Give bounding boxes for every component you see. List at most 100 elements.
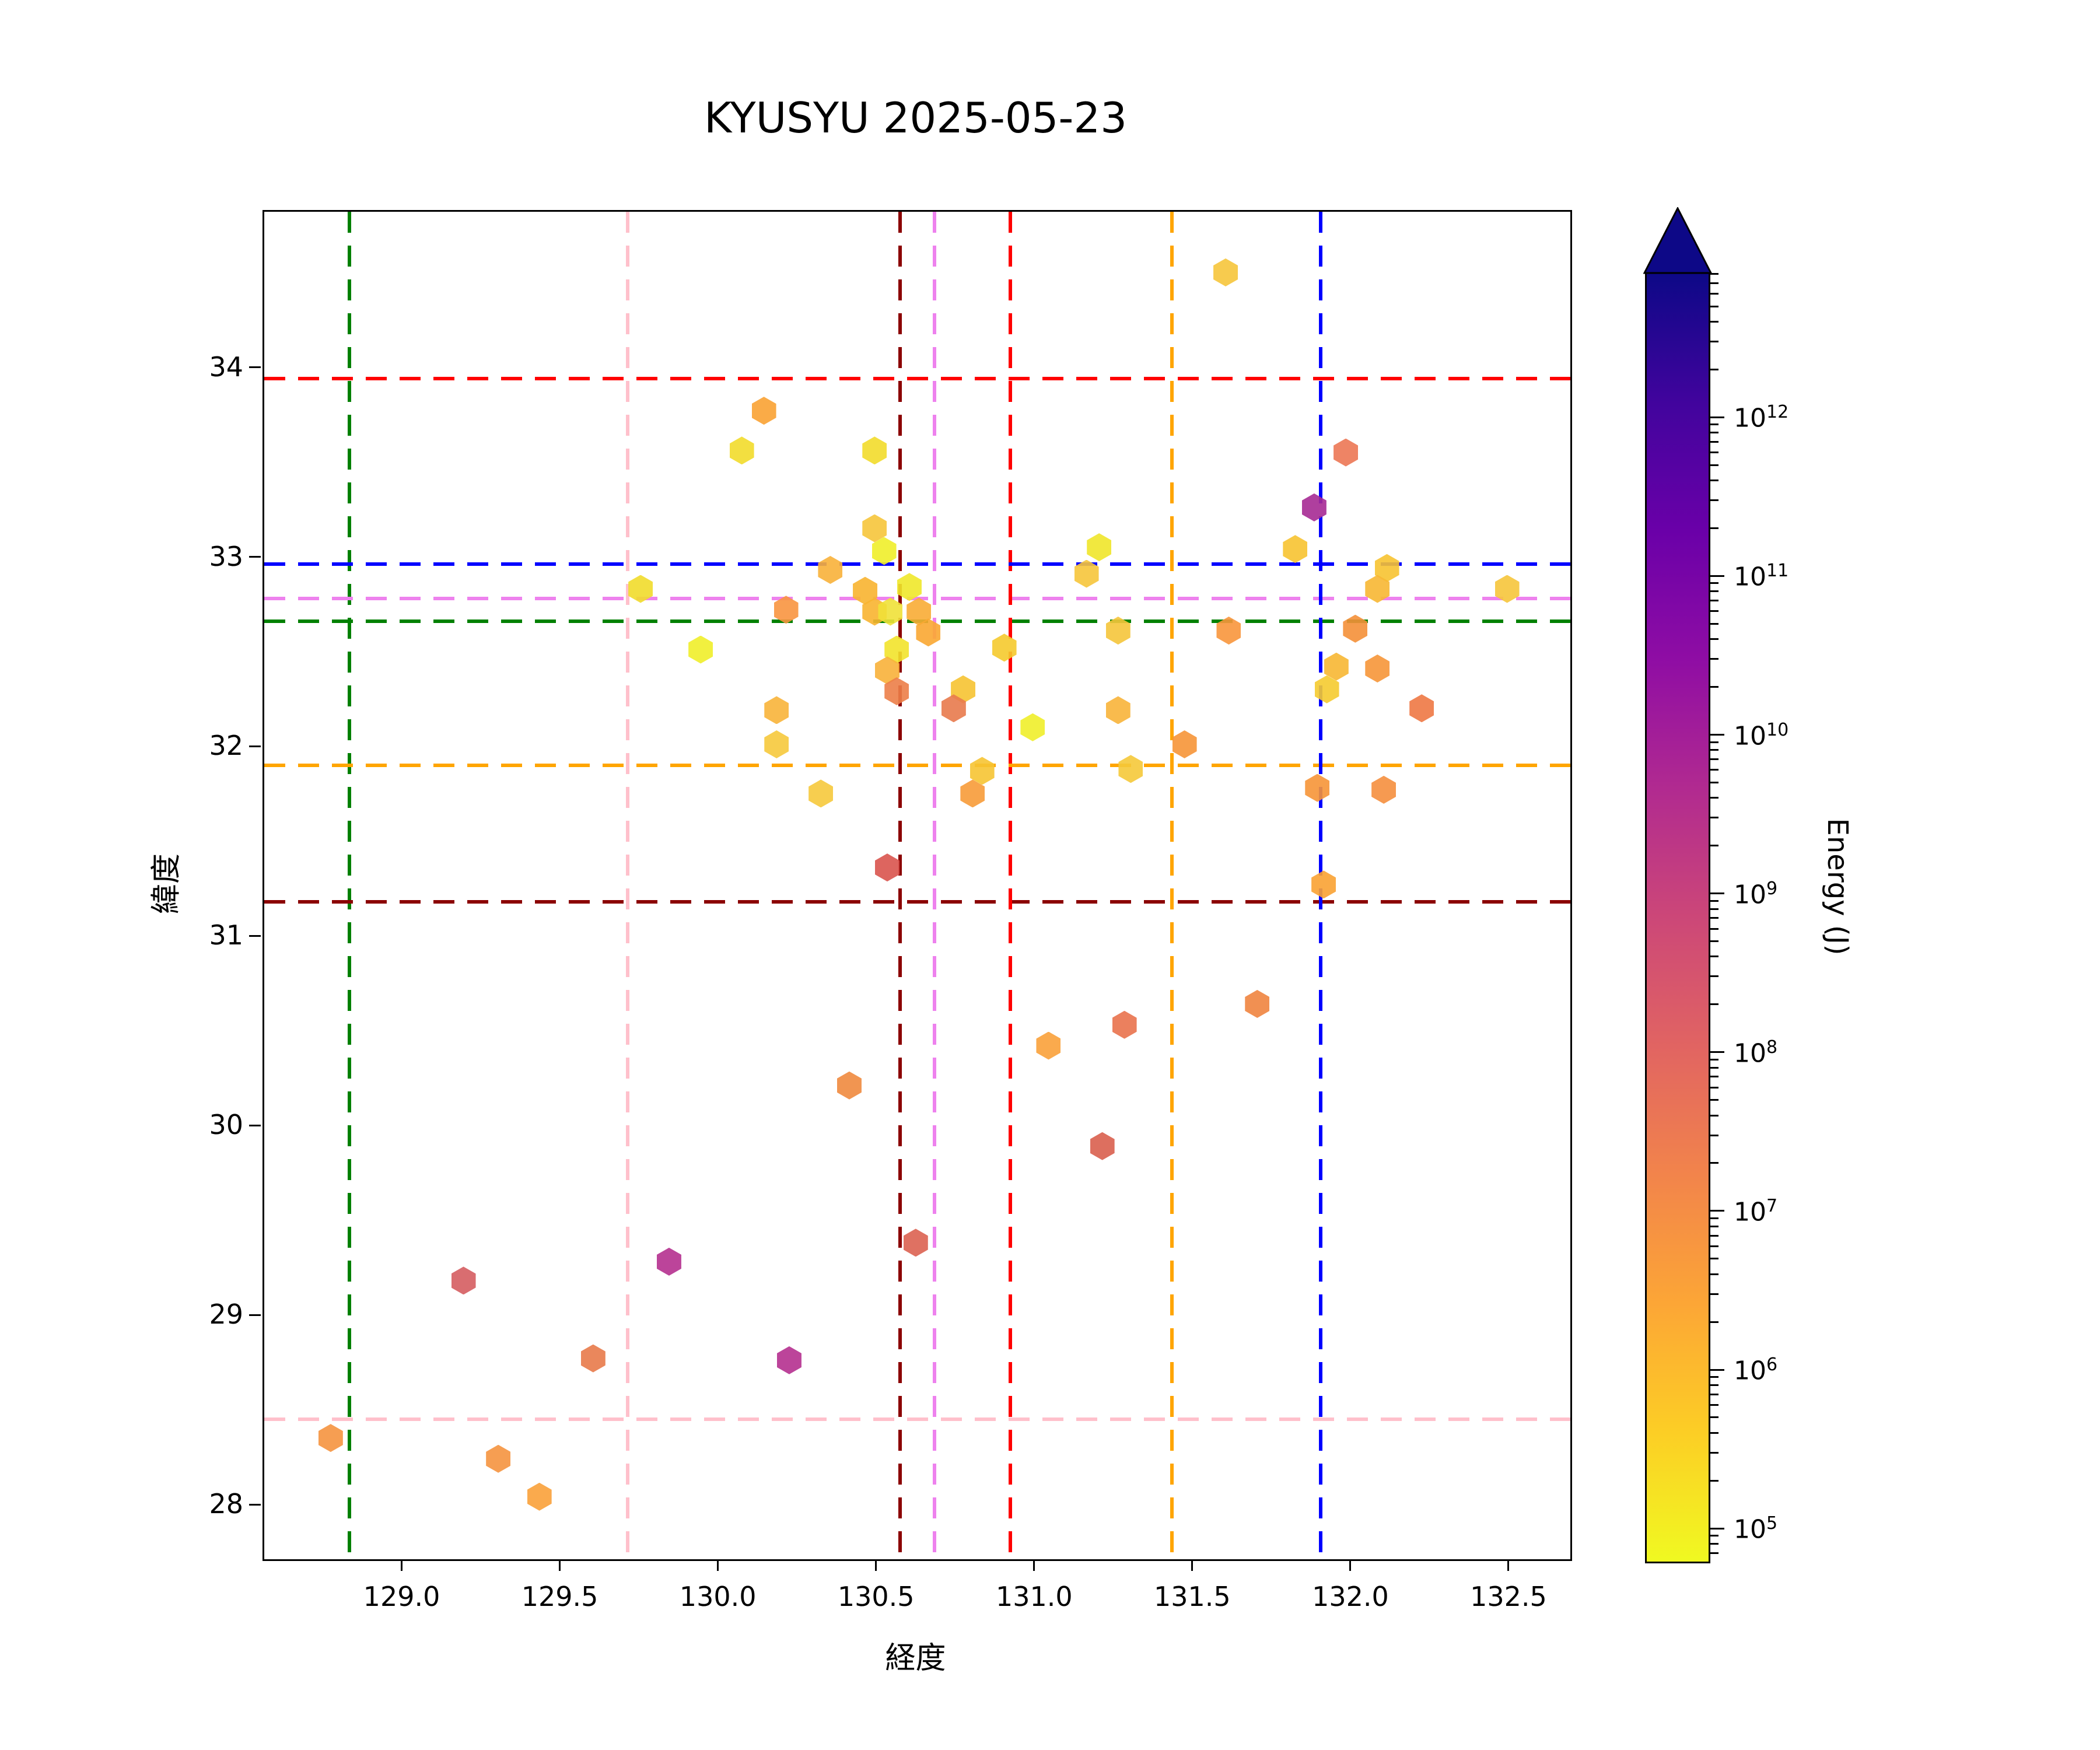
- x-axis-label: 経度: [885, 1641, 946, 1676]
- colorbar-minor-tick: [1710, 1404, 1718, 1406]
- hexagon-marker: [1245, 990, 1270, 1019]
- hexagon-marker: [1074, 559, 1099, 588]
- hexagon-marker: [1020, 713, 1045, 741]
- colorbar-minor-tick: [1710, 845, 1718, 847]
- colorbar-minor-tick: [1710, 527, 1718, 530]
- hexagon-marker: [1324, 652, 1349, 681]
- colorbar-minor-tick: [1710, 1479, 1718, 1482]
- hexagon-marker: [878, 597, 903, 626]
- colorbar-minor-tick: [1710, 305, 1718, 307]
- colorbar-minor-tick: [1710, 480, 1718, 482]
- hexagon-marker: [764, 696, 789, 724]
- hexagon-marker: [1365, 654, 1390, 682]
- hexagon-marker: [916, 618, 941, 647]
- plot-area: [262, 210, 1572, 1561]
- colorbar-minor-tick: [1710, 638, 1718, 640]
- colorbar-minor-tick: [1710, 797, 1718, 799]
- chart-title: KYUSYU 2025-05-23: [704, 93, 1128, 142]
- y-tick-label: 32: [209, 730, 243, 762]
- hexagon-marker: [903, 1228, 928, 1257]
- hexagon-marker: [960, 779, 985, 808]
- y-tick-label: 33: [209, 540, 243, 572]
- colorbar-minor-tick: [1710, 1099, 1718, 1101]
- colorbar-minor-tick: [1710, 1543, 1718, 1545]
- crosshair-vline-green: [348, 212, 352, 1559]
- hexagon-marker: [688, 635, 713, 664]
- colorbar-minor-tick: [1710, 1384, 1718, 1386]
- y-tick-label: 34: [209, 351, 243, 383]
- crosshair-hline-red: [264, 376, 1570, 380]
- hexagon-marker: [318, 1424, 343, 1452]
- colorbar-minor-tick: [1710, 956, 1718, 958]
- crosshair-vline-red: [1009, 212, 1013, 1559]
- colorbar-minor-tick: [1710, 273, 1718, 275]
- colorbar-minor-tick: [1710, 741, 1718, 743]
- colorbar-minor-tick: [1710, 781, 1718, 783]
- colorbar-minor-tick: [1710, 622, 1718, 625]
- y-tick: [249, 1124, 261, 1126]
- x-tick: [1033, 1559, 1035, 1571]
- colorbar-minor-tick: [1710, 1217, 1718, 1219]
- colorbar-major-tick: [1710, 416, 1724, 418]
- hexagon-marker: [628, 575, 653, 603]
- colorbar-tick-label: 105: [1734, 1513, 1778, 1545]
- hexagon-marker: [1334, 438, 1359, 467]
- colorbar-minor-tick: [1710, 341, 1718, 342]
- hexagon-marker: [1105, 617, 1130, 645]
- colorbar-minor-tick: [1710, 900, 1718, 902]
- hexagon-marker: [1118, 755, 1143, 783]
- colorbar-minor-tick: [1710, 975, 1718, 978]
- colorbar-minor-tick: [1710, 321, 1718, 323]
- hexagon-marker: [862, 514, 887, 542]
- colorbar-major-tick: [1710, 734, 1724, 736]
- colorbar-tick-label: 108: [1734, 1037, 1778, 1069]
- hexagon-marker: [1343, 614, 1368, 643]
- hexagon-marker: [1311, 870, 1336, 899]
- colorbar-major-tick: [1710, 892, 1724, 895]
- y-tick-label: 31: [209, 919, 243, 951]
- hexagon-marker: [486, 1444, 511, 1473]
- colorbar-minor-tick: [1710, 917, 1718, 919]
- hexagon-marker: [1036, 1031, 1061, 1060]
- hexagon-marker: [1409, 694, 1434, 723]
- colorbar-minor-tick: [1710, 658, 1718, 660]
- hexagon-marker: [451, 1266, 476, 1295]
- hexagon-marker: [776, 1346, 802, 1374]
- y-tick: [249, 1503, 261, 1506]
- x-tick-label: 130.5: [837, 1581, 915, 1612]
- colorbar-minor-tick: [1710, 610, 1718, 612]
- colorbar-minor-tick: [1710, 940, 1718, 943]
- colorbar-major-tick: [1710, 575, 1724, 577]
- colorbar-label: Energy (J): [1821, 818, 1854, 956]
- y-tick-label: 28: [209, 1488, 243, 1520]
- crosshair-vline-darkred: [898, 212, 902, 1559]
- x-tick: [875, 1559, 877, 1571]
- colorbar-minor-tick: [1710, 769, 1718, 771]
- hexagon-marker: [808, 779, 834, 808]
- colorbar-minor-tick: [1710, 1451, 1718, 1454]
- x-tick: [717, 1559, 719, 1571]
- colorbar-minor-tick: [1710, 1066, 1718, 1069]
- colorbar-minor-tick: [1710, 1245, 1718, 1247]
- hexagon-marker: [1371, 775, 1396, 804]
- hexagon-marker: [862, 436, 887, 465]
- hexagon-marker: [1090, 1132, 1115, 1160]
- colorbar-minor-tick: [1710, 1058, 1718, 1060]
- hexagon-marker: [992, 634, 1017, 662]
- hexagon-marker: [1365, 575, 1390, 603]
- colorbar-minor-tick: [1710, 1134, 1718, 1136]
- colorbar-tick-label: 106: [1734, 1354, 1778, 1386]
- crosshair-hline-pink: [264, 1417, 1570, 1421]
- colorbar-minor-tick: [1710, 1393, 1718, 1395]
- colorbar-minor-tick: [1710, 1086, 1718, 1088]
- hexagon-marker: [836, 1071, 862, 1100]
- hexagon-marker: [1301, 493, 1326, 522]
- colorbar-minor-tick: [1710, 1432, 1718, 1434]
- colorbar-minor-tick: [1710, 582, 1718, 584]
- y-tick-label: 29: [209, 1298, 243, 1331]
- crosshair-hline-orange: [264, 763, 1570, 767]
- hexagon-marker: [941, 694, 966, 723]
- colorbar-major-tick: [1710, 1051, 1724, 1054]
- colorbar-extend-arrow-icon: [1643, 207, 1712, 274]
- colorbar-minor-tick: [1710, 1273, 1718, 1275]
